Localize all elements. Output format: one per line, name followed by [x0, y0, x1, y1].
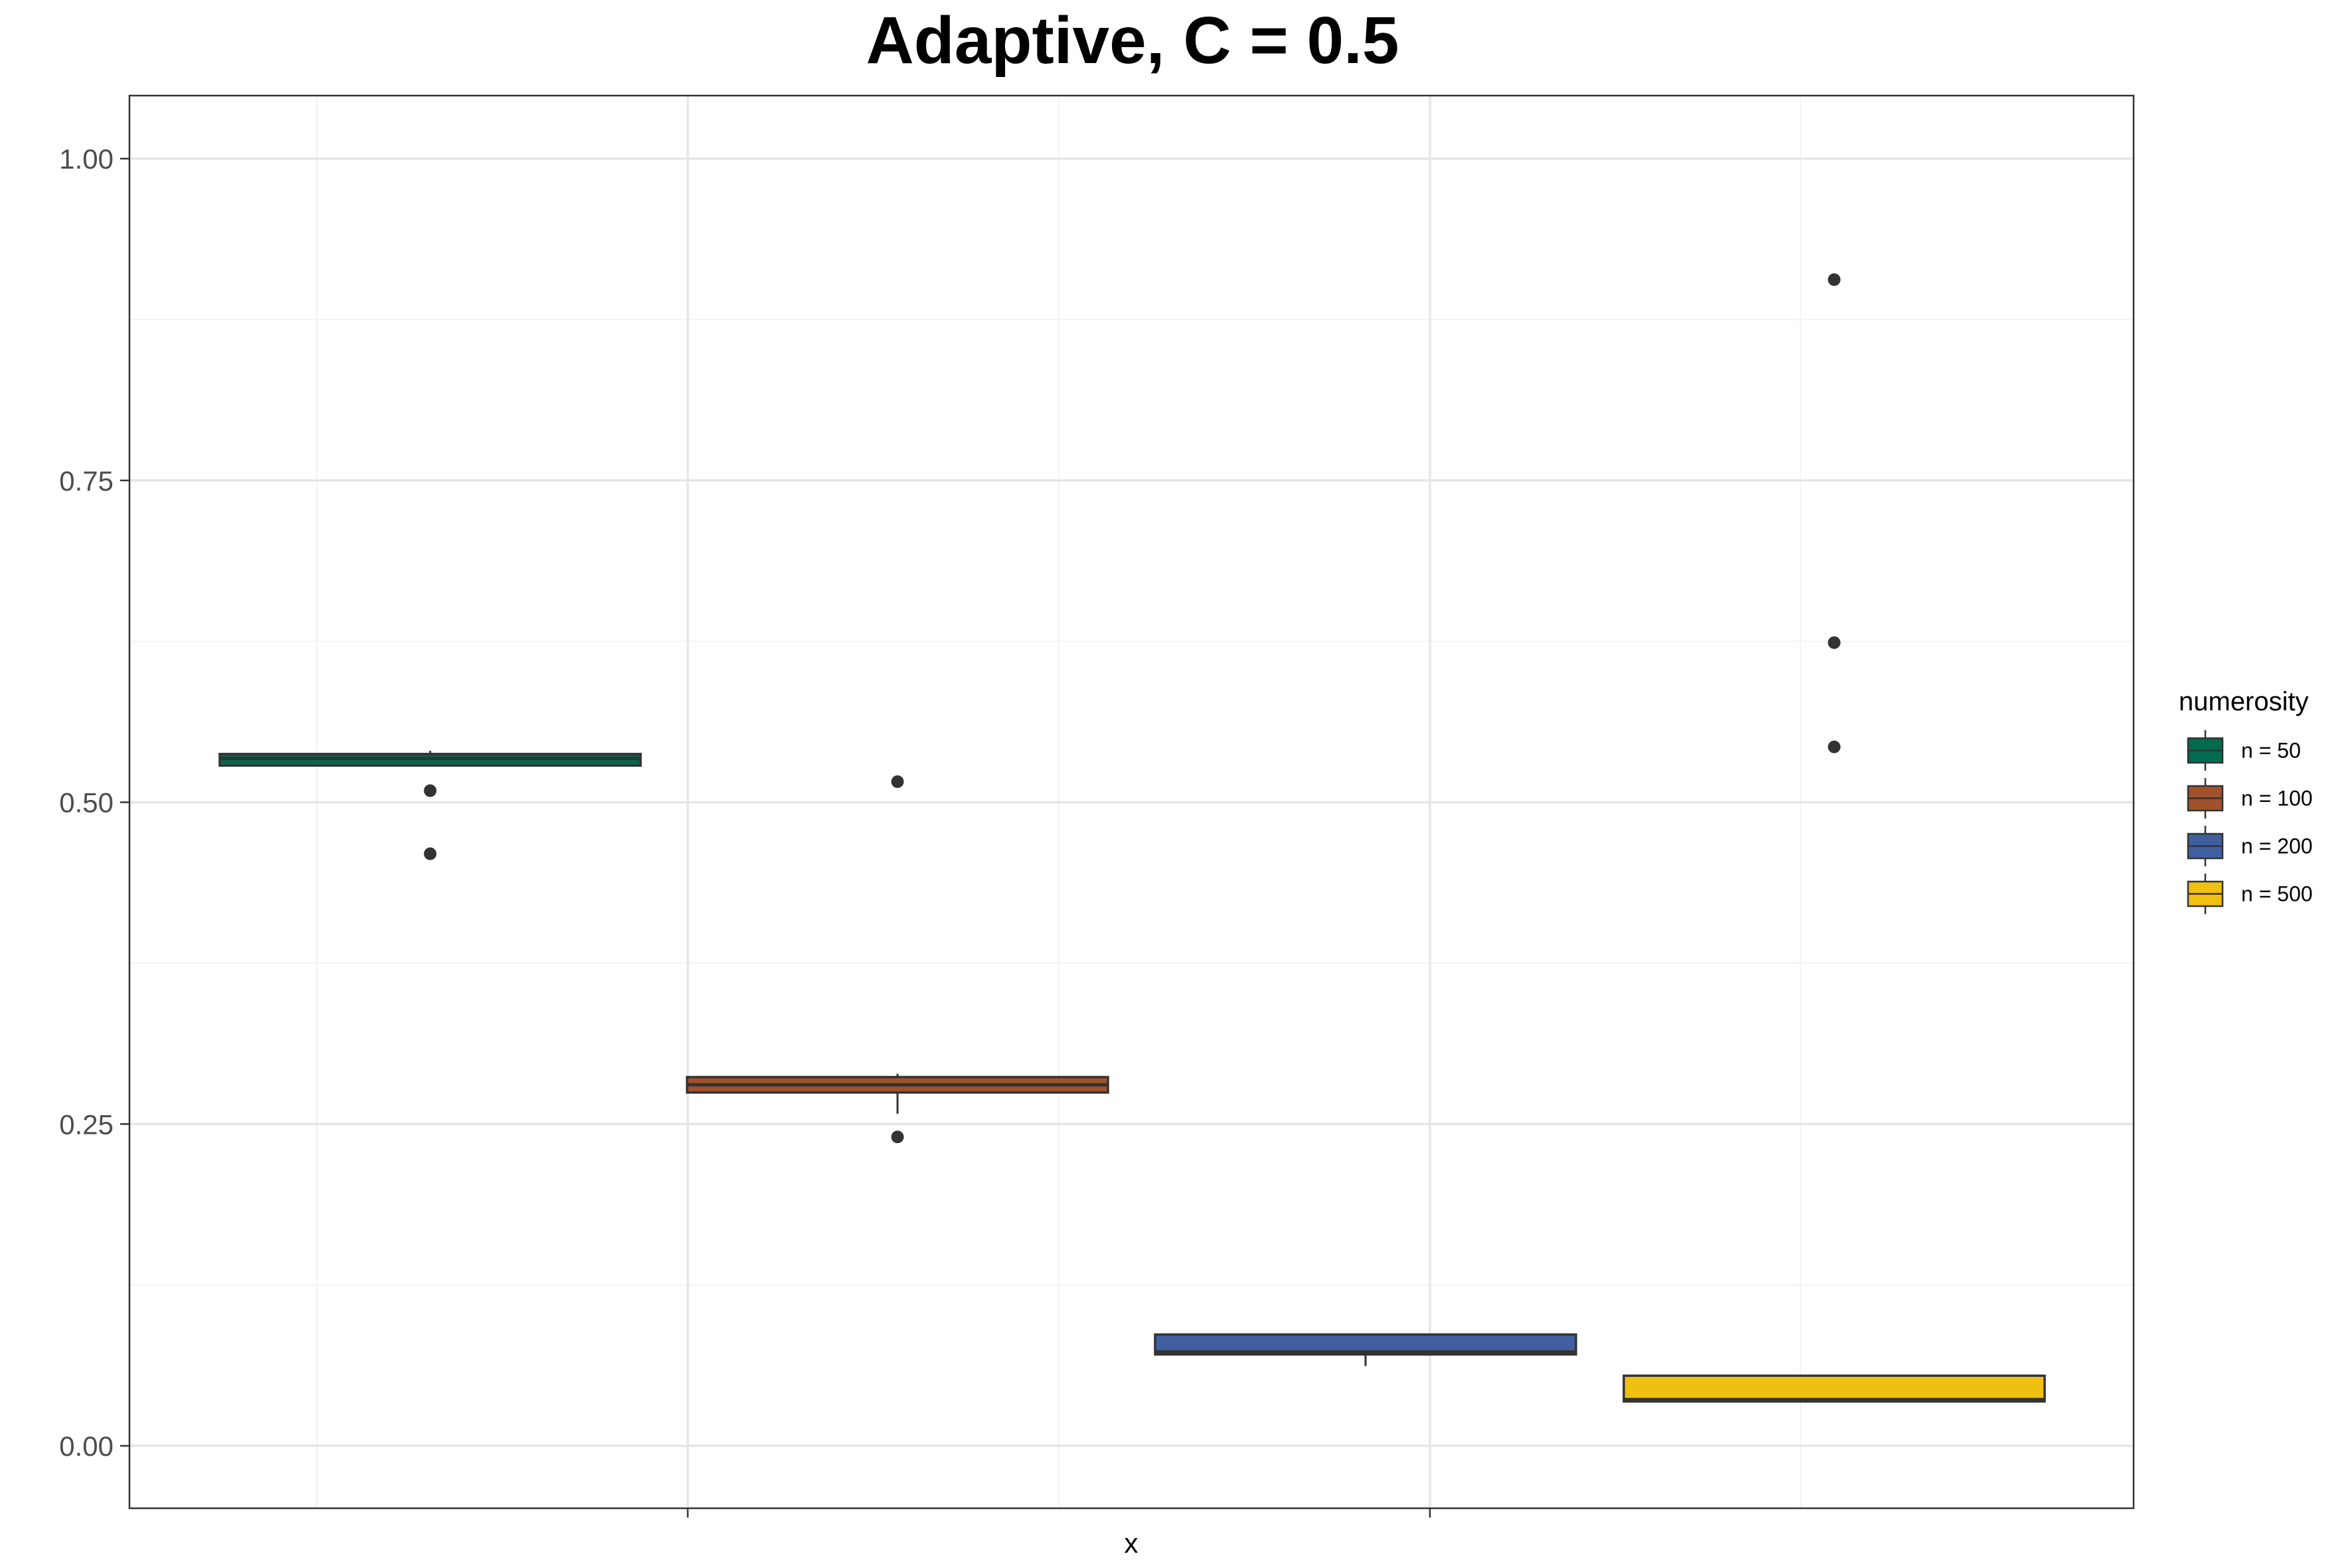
y-tick-label: 0.25 — [59, 1109, 114, 1140]
outlier-point — [891, 775, 904, 788]
outlier-point — [424, 847, 437, 860]
y-axis: 0.00 0.25 0.50 0.75 1.00 — [59, 143, 129, 1462]
legend-title: numerosity — [2179, 687, 2309, 716]
y-tick-label: 1.00 — [59, 143, 114, 175]
outlier-point — [1828, 636, 1841, 649]
y-tick-label: 0.75 — [59, 465, 114, 497]
x-axis-label: x — [1125, 1528, 1138, 1559]
boxes — [218, 273, 2046, 1403]
y-tick-label: 0.00 — [59, 1431, 114, 1462]
legend-entry: n = 200 — [2187, 826, 2313, 866]
legend-label: n = 50 — [2241, 739, 2301, 763]
box-4 — [1622, 273, 2046, 1403]
legend-label: n = 100 — [2241, 787, 2313, 811]
outlier-point — [424, 784, 437, 797]
legend-entry: n = 50 — [2187, 730, 2301, 771]
y-tick-label: 0.50 — [59, 787, 114, 819]
outlier-point — [891, 1131, 904, 1144]
grid — [129, 96, 2134, 1508]
legend: numerosity n = 50 n = 100 n = 200 n = 500 — [2179, 687, 2313, 914]
outlier-point — [1828, 273, 1841, 286]
legend-label: n = 200 — [2241, 834, 2313, 858]
box-2 — [686, 775, 1109, 1144]
legend-label: n = 500 — [2241, 882, 2313, 906]
x-axis — [686, 1508, 1431, 1518]
box-1 — [218, 750, 642, 860]
box-3 — [1154, 1333, 1577, 1366]
chart-title: Adaptive, C = 0.5 — [866, 3, 1399, 78]
outlier-point — [1828, 740, 1841, 753]
legend-entry: n = 100 — [2187, 778, 2313, 819]
legend-entry: n = 500 — [2187, 874, 2313, 914]
box-iqr — [1622, 1374, 2046, 1403]
